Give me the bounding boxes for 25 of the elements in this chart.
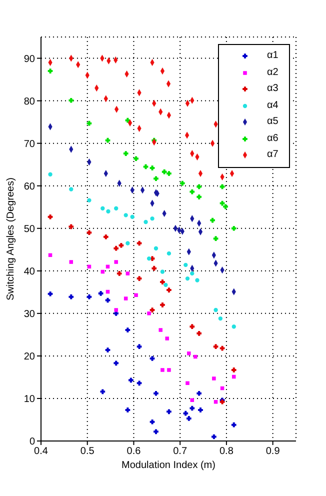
- x-tick-label: 0.8: [220, 446, 234, 458]
- y-axis-title: Switching Angles (Degrees): [6, 178, 17, 300]
- legend-label: α2: [267, 66, 278, 80]
- y-tick-label: 40: [24, 266, 36, 278]
- y-tick-label: 10: [24, 394, 36, 406]
- y-tick-label: 20: [24, 351, 36, 362]
- legend-label: α6: [267, 132, 278, 146]
- legend-label: α7: [267, 148, 278, 162]
- y-tick-label: 30: [24, 308, 36, 320]
- y-tick-label: 80: [24, 96, 36, 108]
- legend-label: α1: [267, 49, 278, 63]
- legend-label: α3: [267, 82, 278, 96]
- legend-label: α4: [267, 98, 278, 112]
- x-tick-label: 0.5: [80, 446, 95, 458]
- y-tick-label: 50: [24, 224, 36, 235]
- x-axis-title: Modulation Index (m): [122, 460, 216, 471]
- y-tick-label: 90: [24, 54, 36, 65]
- x-tick-label: 0.9: [266, 446, 280, 458]
- x-tick-label: 0.7: [173, 446, 188, 458]
- x-tick-label: 0.4: [34, 446, 48, 458]
- y-tick-label: 60: [24, 181, 36, 192]
- y-tick-label: 0: [29, 436, 36, 448]
- legend-label: α5: [267, 115, 278, 129]
- x-tick-label: 0.6: [126, 446, 142, 458]
- y-tick-label: 70: [24, 138, 36, 150]
